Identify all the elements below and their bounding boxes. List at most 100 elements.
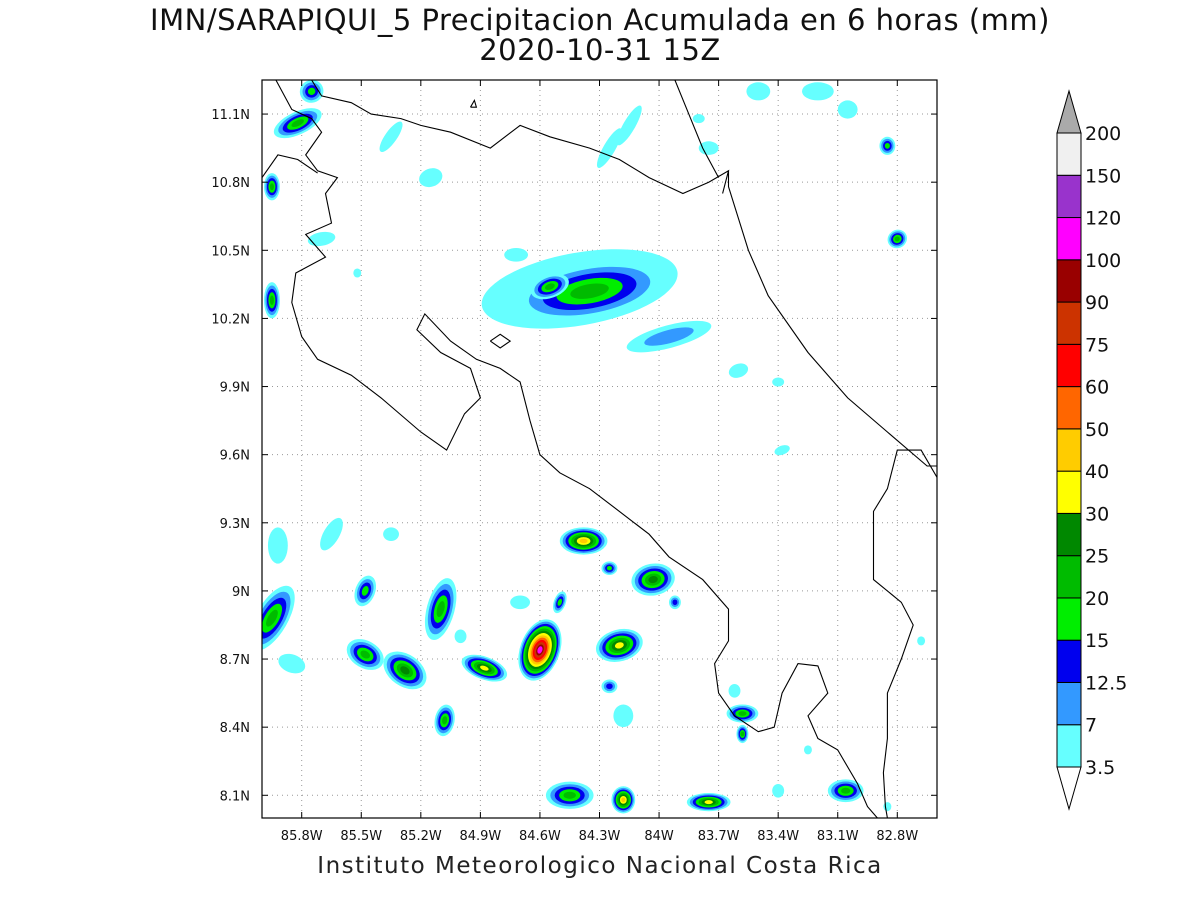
precip-cell-light — [278, 653, 306, 674]
coastline — [674, 80, 720, 178]
lat-tick-label: 9.6N — [220, 449, 250, 464]
colorbar-label: 100 — [1085, 250, 1121, 272]
precip-cell — [436, 601, 445, 618]
precip-cell — [400, 666, 410, 675]
lon-axis: 85.8W 85.5W 85.2W 84.9W 84.6W 84.3W 84W 83.7W 83… — [281, 80, 918, 844]
precip-cell — [563, 791, 576, 799]
colorbar-label: 50 — [1085, 419, 1109, 441]
lat-axis: 8.1N 8.4N 8.7N 9N 9.3N 9.6N 9.9N 10.2N 10.5N 10.8… — [211, 108, 937, 804]
precip-cell — [544, 283, 555, 290]
precip-cell-light — [596, 128, 622, 169]
lat-tick-label: 10.2N — [211, 312, 250, 327]
precip-cell-light — [803, 745, 812, 755]
precip-cell — [361, 586, 369, 596]
precip-cell — [537, 646, 543, 654]
precip-cell — [644, 327, 694, 346]
lat-tick-label: 10.8N — [211, 176, 250, 191]
precip-cell — [480, 665, 489, 671]
precip-cell-light — [774, 445, 790, 456]
footer-credit: Instituto Meteorologico Nacional Costa R… — [317, 853, 883, 879]
colorbar-label: 30 — [1085, 503, 1109, 525]
lat-tick-label: 9N — [232, 585, 250, 600]
coastline — [489, 333, 512, 349]
colorbar-segment — [1056, 301, 1082, 345]
precip-cell-light — [728, 363, 749, 378]
colorbar-segment — [1056, 597, 1082, 641]
precip-cell-light — [379, 121, 403, 153]
precip-cell — [704, 800, 713, 805]
colorbar-label: 25 — [1085, 546, 1109, 568]
precip-cell — [648, 576, 658, 584]
precip-cell — [266, 609, 278, 627]
coastline — [262, 154, 318, 178]
coastline — [727, 170, 937, 467]
coastline — [470, 99, 478, 108]
colorbar-bottom-arrow — [1056, 766, 1082, 811]
precip-cell — [740, 731, 745, 737]
lat-tick-label: 9.3N — [220, 517, 250, 532]
precip-cell-light — [454, 629, 467, 644]
colorbar-label: 3.5 — [1085, 757, 1115, 779]
colorbar-label: 15 — [1085, 630, 1109, 652]
precip-cell-light — [772, 377, 785, 387]
colorbar-label: 120 — [1085, 208, 1121, 230]
coastline — [262, 80, 878, 818]
precip-cell — [606, 566, 612, 571]
colorbar-segment — [1056, 174, 1082, 219]
colorbar-segment — [1056, 724, 1082, 768]
precip-cell — [738, 711, 747, 716]
precip-cell — [614, 642, 624, 649]
colorbar-label: 200 — [1085, 123, 1121, 145]
colorbar-label: 90 — [1085, 292, 1109, 314]
precip-cell-light — [353, 268, 362, 278]
lon-tick-label: 85.5W — [340, 829, 382, 844]
lon-tick-label: 85.8W — [281, 829, 323, 844]
colorbar-label: 40 — [1085, 461, 1109, 483]
colorbar-label: 20 — [1085, 588, 1109, 610]
precip-cell-light — [383, 527, 399, 541]
colorbar-segment — [1056, 132, 1082, 176]
chart-subtitle: 2020-10-31 15Z — [479, 33, 721, 67]
precip-cell-light — [692, 114, 705, 124]
precip-cell — [579, 538, 588, 544]
precip-cell — [884, 142, 890, 149]
colorbar-segment — [1056, 428, 1082, 472]
grid-lines — [262, 80, 937, 818]
precip-cell-light — [837, 100, 858, 119]
lon-tick-label: 83.7W — [698, 829, 740, 844]
lon-tick-label: 84.9W — [459, 829, 501, 844]
precip-cell-light — [917, 636, 926, 646]
colorbar-segment — [1056, 470, 1082, 514]
coastline-layer — [262, 80, 937, 818]
precip-cell — [269, 295, 274, 305]
lon-tick-label: 83.4W — [757, 829, 799, 844]
precip-cell-light — [613, 704, 634, 728]
precip-cell-light — [320, 517, 343, 551]
precip-cell — [307, 87, 316, 95]
lon-tick-label: 84.3W — [579, 829, 621, 844]
precip-cell — [269, 183, 274, 191]
colorbar-top-arrow — [1056, 89, 1082, 134]
precip-cell — [894, 236, 900, 242]
chart-title: IMN/SARAPIQUI_5 Precipitacion Acumulada … — [150, 3, 1050, 37]
lon-tick-label: 84.6W — [519, 829, 561, 844]
colorbar-segment — [1056, 681, 1082, 726]
precip-cell — [442, 716, 448, 725]
precip-cell — [606, 683, 613, 690]
colorbar-segment — [1056, 639, 1082, 683]
colorbar-segment — [1056, 259, 1082, 303]
lat-tick-label: 9.9N — [220, 381, 250, 396]
lon-tick-label: 85.2W — [400, 829, 442, 844]
coastline — [311, 80, 730, 195]
precip-cell-light — [746, 82, 771, 101]
precip-cell-light — [616, 105, 642, 146]
precip-cell-light — [307, 231, 336, 247]
precip-cell — [841, 787, 851, 794]
colorbar-label: 7 — [1085, 715, 1097, 737]
precip-cell — [672, 599, 678, 606]
precip-cell-light — [698, 141, 719, 155]
colorbar-segment — [1056, 217, 1082, 261]
colorbar-segment — [1056, 512, 1082, 557]
lon-tick-label: 82.8W — [876, 829, 918, 844]
